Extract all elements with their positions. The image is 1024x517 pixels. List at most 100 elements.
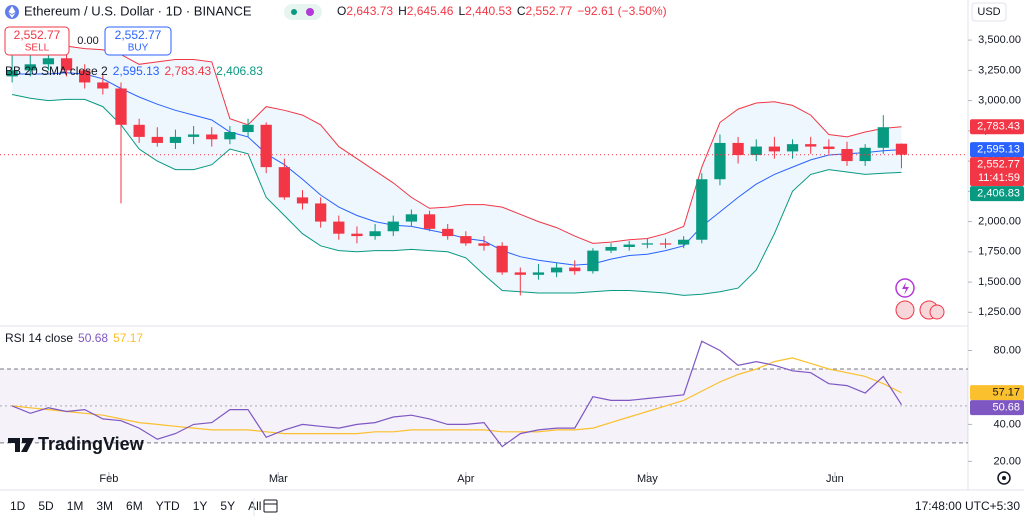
candle-body [514, 272, 526, 275]
candle-body [206, 134, 218, 140]
range-buttons: 1D 5D 1M 3M 6M YTD 1Y 5Y All [10, 499, 261, 513]
candle-body [24, 64, 36, 71]
candle-body [387, 221, 399, 232]
candle-body [678, 239, 690, 245]
event-icon[interactable] [929, 304, 945, 320]
candle-body [351, 233, 363, 237]
range-button[interactable]: 6M [126, 499, 143, 513]
candle-body [369, 231, 381, 237]
price-badge [970, 385, 1024, 401]
ohlc-key: H [398, 4, 407, 18]
range-button[interactable]: 1D [10, 499, 26, 513]
candle-body [569, 267, 581, 272]
calendar-icon[interactable] [263, 499, 278, 513]
candle-body [550, 267, 563, 273]
range-button[interactable]: 1M [67, 499, 84, 513]
range-button[interactable]: 5D [38, 499, 54, 513]
status-icon [306, 8, 314, 16]
candle-body [659, 243, 672, 245]
candle-body [133, 124, 145, 137]
candle-body [750, 146, 762, 156]
range-button[interactable]: 3M [96, 499, 113, 513]
candle-body [496, 245, 508, 273]
candle-body [187, 134, 200, 137]
status-pill[interactable] [284, 4, 322, 20]
candle-body [641, 243, 653, 245]
candle-body [60, 58, 73, 71]
bb-legend-title: BB 20 SMA close 2 [5, 64, 108, 78]
candle-body [623, 244, 635, 247]
candle-body [315, 203, 327, 222]
symbol-title: Ethereum / U.S. Dollar · 1D · BINANCE [24, 3, 252, 18]
rsi-line [11, 340, 903, 448]
price-badge [970, 186, 1024, 202]
price-badge [970, 119, 1024, 135]
x-tick-label: Feb [99, 473, 118, 485]
x-tick-label: Mar [269, 473, 288, 485]
candle-body [278, 167, 290, 198]
logo-text: TradingView [38, 434, 145, 454]
logo-icon [8, 438, 34, 452]
range-button[interactable]: All [248, 499, 261, 513]
sell-label: SELL [25, 43, 50, 54]
rsi-legend: RSI 14 close 50.68 57.17 [5, 331, 143, 345]
range-button[interactable]: 5Y [220, 499, 235, 513]
price-badge-label: 2,552.77 [977, 158, 1020, 170]
candle-body [895, 143, 908, 155]
candle-body [532, 272, 545, 275]
ohlc-key: C [517, 4, 526, 18]
candle-body [6, 70, 18, 77]
candle-body [805, 144, 817, 147]
ohlc-value: 2,440.53 [465, 4, 512, 18]
rsi-legend-title: RSI 14 close [5, 331, 73, 345]
ohlc-change: −92.61 (−3.50%) [577, 4, 666, 18]
y-tick-label: 1,500.00 [978, 276, 1021, 288]
y-tick-label: 3,500.00 [978, 34, 1021, 46]
price-badge-label: 57.17 [992, 387, 1020, 399]
spread: 0.00 [77, 35, 98, 47]
price-badge [970, 157, 1024, 187]
candle-body [242, 124, 254, 133]
candle-body [732, 142, 744, 156]
y-tick-label: 20.00 [993, 455, 1021, 467]
ohlc-text: O2,643.73 H2,645.46 L2,440.53 C2,552.77 −92.… [337, 4, 667, 18]
event-icon[interactable] [895, 300, 915, 320]
symbol-icon-glyph [8, 6, 16, 18]
range-button[interactable]: YTD [156, 499, 180, 513]
candle-body [768, 146, 781, 152]
settings-icon[interactable] [997, 471, 1011, 485]
currency-button[interactable] [971, 2, 1007, 22]
candle-body [151, 136, 163, 143]
x-tick-label: May [637, 473, 658, 485]
candle-body [696, 179, 708, 240]
buy-price: 2,552.77 [115, 28, 162, 42]
alert-icon-glyph [902, 282, 909, 295]
settings-icon-center [1002, 476, 1006, 480]
clock: 17:48:00 UTC+5:30 [915, 499, 1020, 513]
x-tick-label: Jun [826, 473, 844, 485]
rsi-legend-value: 57.17 [113, 331, 143, 345]
price-badge-label: 2,406.83 [977, 187, 1020, 199]
candle-body [714, 142, 726, 180]
rsi-line [12, 357, 902, 435]
status-dot [291, 9, 297, 15]
candle-body [478, 243, 490, 246]
y-tick-label: 3,000.00 [978, 94, 1021, 106]
buy-button[interactable] [104, 26, 172, 56]
candle-body [260, 124, 272, 168]
bb-legend-value: 2,595.13 [113, 64, 160, 78]
candle-body [786, 144, 799, 152]
rsi-legend-text: RSI 14 close 50.68 57.17 [5, 331, 143, 345]
y-tick-label: 40.00 [993, 418, 1021, 430]
ohlc-row: O2,643.73 H2,645.46 L2,440.53 C2,552.77 −92.… [337, 4, 667, 18]
candle-body [823, 146, 835, 149]
sell-button[interactable] [4, 26, 70, 56]
band-line [12, 33, 902, 244]
price-badge-label: 2,783.43 [977, 121, 1020, 133]
price-badge [970, 400, 1024, 416]
candle-body [841, 148, 853, 162]
range-button[interactable]: 1Y [193, 499, 208, 513]
plot-area: 1,250.001,500.001,750.002,000.002,250.00… [0, 33, 1024, 485]
candle-body [859, 147, 871, 162]
